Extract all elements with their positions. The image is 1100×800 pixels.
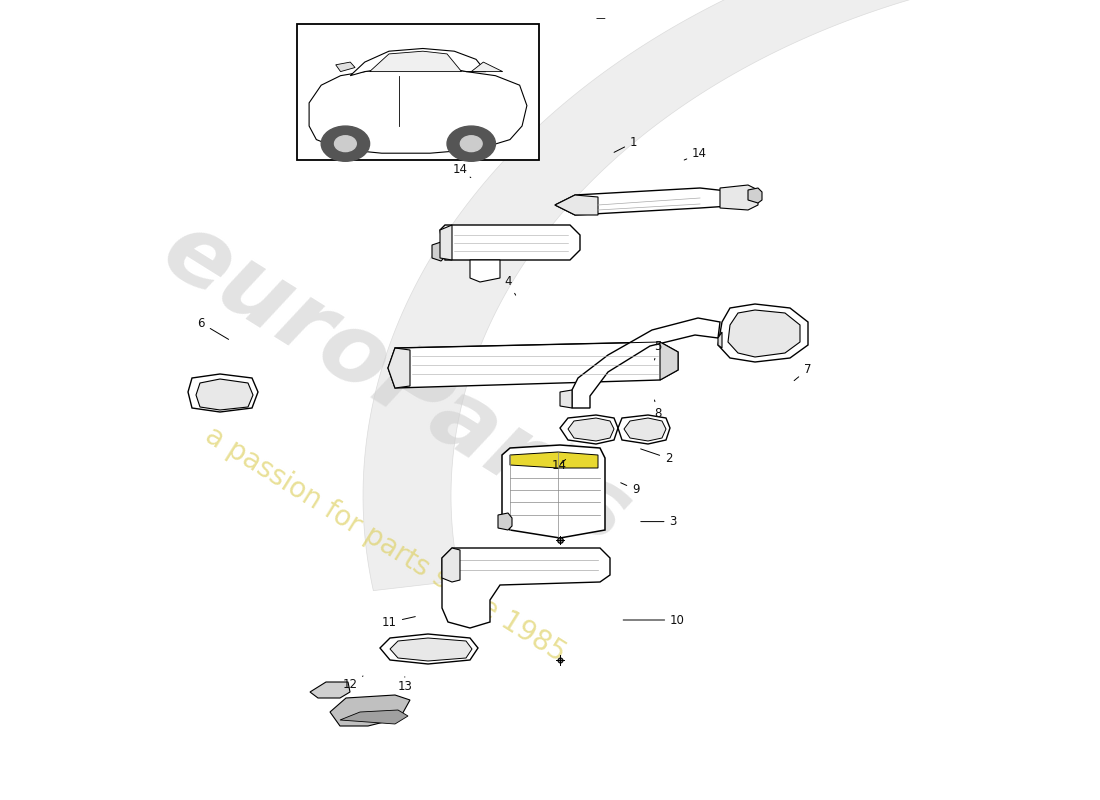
Polygon shape — [728, 310, 800, 357]
Text: 5: 5 — [654, 340, 661, 360]
Text: 14: 14 — [551, 459, 566, 472]
Polygon shape — [350, 49, 486, 76]
Text: 14: 14 — [452, 163, 471, 178]
Text: —: — — [595, 13, 605, 23]
Polygon shape — [336, 62, 355, 71]
Polygon shape — [432, 242, 446, 261]
Text: 9: 9 — [620, 482, 639, 496]
Text: 7: 7 — [794, 363, 811, 381]
Polygon shape — [188, 374, 258, 412]
Polygon shape — [718, 304, 808, 362]
Polygon shape — [309, 65, 527, 154]
Circle shape — [447, 126, 495, 162]
Polygon shape — [556, 188, 745, 215]
Polygon shape — [572, 318, 720, 408]
Polygon shape — [560, 390, 572, 408]
Polygon shape — [440, 225, 452, 260]
Polygon shape — [330, 695, 410, 726]
Polygon shape — [568, 418, 614, 441]
Polygon shape — [442, 548, 611, 628]
Circle shape — [321, 126, 370, 162]
Polygon shape — [379, 634, 478, 664]
Text: 4: 4 — [505, 275, 516, 295]
Text: 11: 11 — [382, 616, 416, 629]
Text: 2: 2 — [640, 449, 672, 465]
Polygon shape — [442, 548, 460, 582]
Text: 12: 12 — [342, 676, 363, 690]
Text: a passion for parts since 1985: a passion for parts since 1985 — [200, 421, 570, 667]
Polygon shape — [618, 415, 670, 444]
Polygon shape — [720, 185, 758, 210]
Polygon shape — [498, 513, 512, 530]
Bar — [297, 24, 539, 160]
Polygon shape — [556, 195, 598, 215]
Polygon shape — [310, 682, 350, 698]
Text: 8: 8 — [654, 400, 661, 420]
Polygon shape — [470, 260, 500, 282]
Text: 14: 14 — [684, 147, 707, 160]
Text: 10: 10 — [624, 614, 685, 626]
Text: 13: 13 — [397, 677, 412, 693]
Polygon shape — [390, 638, 472, 661]
Polygon shape — [502, 445, 605, 538]
Polygon shape — [624, 418, 666, 441]
Polygon shape — [388, 342, 678, 388]
Polygon shape — [363, 0, 1100, 590]
Circle shape — [334, 136, 356, 151]
Polygon shape — [660, 342, 678, 380]
Polygon shape — [471, 62, 503, 71]
Polygon shape — [748, 188, 762, 203]
Polygon shape — [510, 452, 598, 468]
Text: 6: 6 — [198, 317, 229, 339]
Text: 3: 3 — [641, 515, 676, 528]
Polygon shape — [340, 710, 408, 724]
Polygon shape — [388, 348, 410, 388]
Polygon shape — [370, 51, 462, 71]
Polygon shape — [718, 332, 722, 348]
Polygon shape — [196, 379, 253, 410]
Polygon shape — [440, 225, 580, 260]
Polygon shape — [560, 415, 618, 444]
Circle shape — [460, 136, 482, 151]
Text: euroParts: euroParts — [145, 203, 647, 565]
Text: 1: 1 — [614, 136, 637, 152]
